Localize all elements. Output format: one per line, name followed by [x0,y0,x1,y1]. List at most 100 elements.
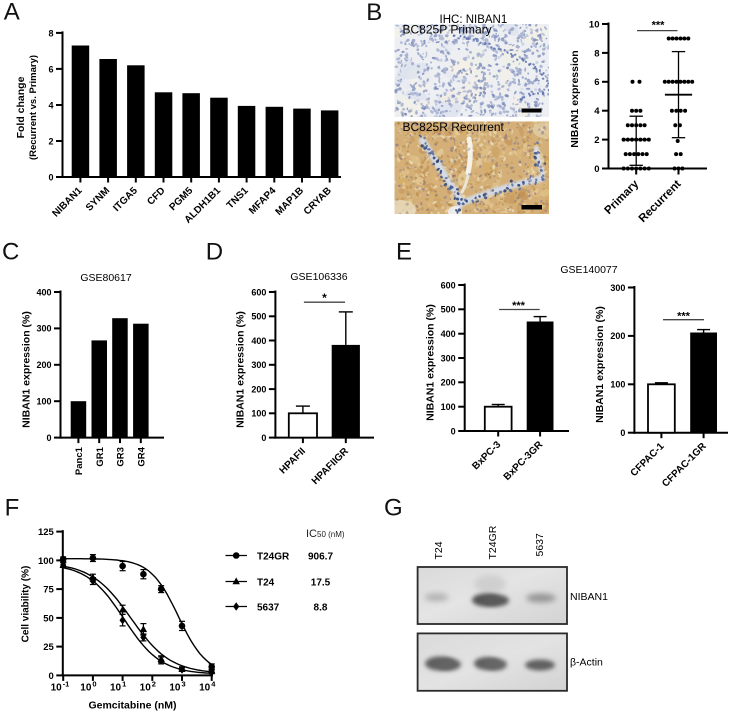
svg-text:0: 0 [48,173,53,183]
svg-text:10: 10 [140,682,152,693]
svg-text:100: 100 [251,409,266,419]
svg-text:(Recurrent vs. Primary): (Recurrent vs. Primary) [28,55,39,160]
svg-text:4: 4 [211,679,216,688]
svg-text:T24: T24 [433,541,445,559]
svg-text:300: 300 [251,360,266,370]
svg-text:Gemcitabine (nM): Gemcitabine (nM) [88,700,176,712]
svg-text:Primary: Primary [603,178,642,217]
svg-text:NIBAN1 expression (%): NIBAN1 expression (%) [594,306,606,423]
svg-text:8: 8 [48,29,53,39]
svg-text:4: 4 [594,106,600,117]
svg-text:2: 2 [48,137,53,147]
svg-text:906.7: 906.7 [308,552,333,563]
svg-text:GSE80617: GSE80617 [80,272,132,284]
svg-text:2: 2 [594,135,599,146]
svg-text:200: 200 [441,378,456,388]
svg-text:300: 300 [36,324,51,334]
svg-text:CFD: CFD [145,185,167,207]
svg-text:NIBAN1: NIBAN1 [50,185,84,219]
svg-text:1: 1 [122,679,126,688]
svg-text:β-Actin: β-Actin [570,657,603,669]
svg-text:75: 75 [43,585,54,596]
svg-text:0: 0 [92,679,96,688]
svg-text:0: 0 [451,426,456,436]
svg-text:2: 2 [152,679,156,688]
svg-text:E: E [396,239,412,266]
svg-text:Fold change: Fold change [15,76,27,138]
svg-text:T24GR: T24GR [257,552,290,563]
svg-text:10: 10 [199,682,211,693]
svg-text:MAP1B: MAP1B [274,185,307,218]
svg-text:GSE140077: GSE140077 [560,264,617,276]
svg-text:0: 0 [594,164,599,175]
svg-text:0: 0 [620,428,625,438]
svg-text:0: 0 [46,433,51,443]
svg-text:***: *** [652,20,666,32]
svg-text:6: 6 [48,65,53,75]
svg-text:8.8: 8.8 [314,603,328,614]
svg-text:Panc1: Panc1 [74,446,85,475]
svg-text:CFPAC-1: CFPAC-1 [629,441,667,479]
svg-text:10: 10 [169,682,181,693]
svg-text:100: 100 [38,556,54,567]
svg-text:F: F [5,495,20,522]
svg-text:200: 200 [36,360,51,370]
svg-text:T24GR: T24GR [487,525,499,559]
svg-text:G: G [384,495,403,522]
svg-text:GR1: GR1 [95,446,106,466]
svg-text:NIBAN1 expression: NIBAN1 expression [569,50,581,147]
svg-text:CFPAC-1GR: CFPAC-1GR [660,440,709,489]
svg-text:0: 0 [49,671,54,682]
svg-text:17.5: 17.5 [311,578,331,589]
svg-text:C: C [2,239,19,266]
svg-text:HPAFIIGR: HPAFIIGR [310,445,352,487]
svg-text:HPAFII: HPAFII [278,446,309,477]
svg-text:NIBAN1 expression (%): NIBAN1 expression (%) [21,311,33,428]
svg-text:3: 3 [182,679,186,688]
svg-text:A: A [4,0,20,26]
svg-text:10: 10 [110,682,122,693]
svg-text:GR4: GR4 [137,446,148,466]
svg-text:***: *** [512,300,526,312]
svg-text:25: 25 [43,642,54,653]
svg-text:200: 200 [610,331,625,341]
svg-text:T24: T24 [257,578,275,589]
svg-text:D: D [206,238,223,265]
svg-text:ITGA5: ITGA5 [111,185,140,214]
svg-text:300: 300 [441,353,456,363]
svg-text:***: *** [677,310,691,322]
svg-text:8: 8 [594,48,599,59]
svg-text:100: 100 [441,402,456,412]
svg-text:SYNM: SYNM [84,185,112,213]
svg-text:100: 100 [610,380,625,390]
svg-text:10: 10 [80,682,92,693]
svg-text:TNS1: TNS1 [225,185,251,211]
svg-text:400: 400 [251,336,266,346]
svg-text:GSE106336: GSE106336 [290,271,347,283]
svg-text:*: * [322,291,327,305]
svg-text:125: 125 [38,527,55,538]
svg-text:10: 10 [589,19,600,30]
svg-text:NIBAN1: NIBAN1 [570,591,608,603]
svg-text:0: 0 [261,433,266,443]
svg-text:6: 6 [594,77,599,88]
svg-text:300: 300 [610,283,625,293]
svg-text:400: 400 [441,329,456,339]
svg-text:500: 500 [251,312,266,322]
svg-text:5637: 5637 [534,533,546,557]
svg-text:IHC: NIBAN1: IHC: NIBAN1 [440,14,508,26]
svg-text:100: 100 [36,397,51,407]
svg-text:Cell viability (%): Cell viability (%) [21,566,32,643]
svg-text:200: 200 [251,384,266,394]
svg-text:4: 4 [48,101,53,111]
svg-text:BxPC-3GR: BxPC-3GR [502,439,546,483]
svg-text:IC50 (nM): IC50 (nM) [306,528,345,540]
svg-text:Recurrent: Recurrent [637,178,684,225]
svg-text:400: 400 [36,287,51,297]
svg-text:5637: 5637 [257,603,280,614]
svg-text:MFAP4: MFAP4 [247,185,279,217]
svg-text:50: 50 [43,613,54,624]
svg-text:BC825R Recurrent: BC825R Recurrent [403,120,505,134]
svg-text:NIBAN1 expression (%): NIBAN1 expression (%) [234,311,246,428]
svg-text:B: B [366,0,382,26]
